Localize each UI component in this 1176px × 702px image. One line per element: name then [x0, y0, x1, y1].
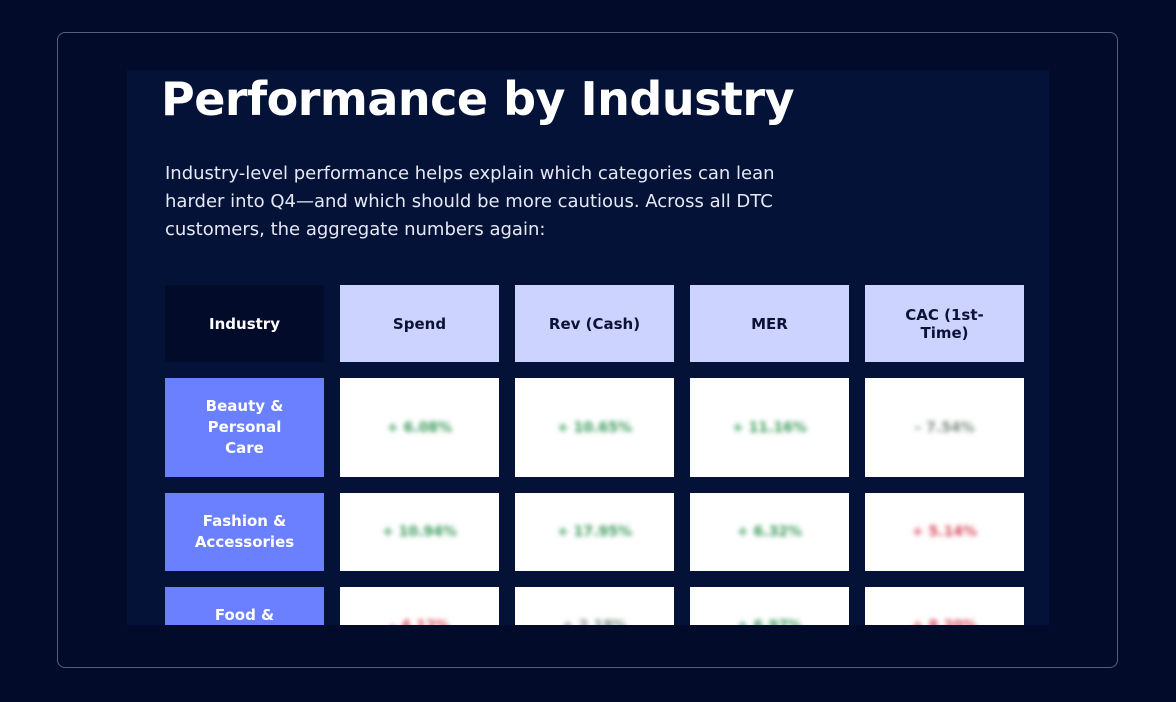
value-cell-text: + 10.94% [382, 524, 457, 540]
column-header: CAC (1st-Time) [865, 285, 1024, 362]
value-cell-text: + 6.08% [386, 419, 453, 436]
value-cell-text: + 11.16% [732, 419, 807, 436]
value-cell: + 6.32% [690, 493, 849, 571]
column-header-text: Spend [392, 314, 447, 333]
frame [57, 32, 1118, 668]
column-header-text: Industry [209, 314, 280, 333]
column-header-text: MER [751, 314, 788, 333]
value-cell: + 6.97% [690, 587, 849, 625]
value-cell: – 7.54% [865, 378, 1024, 477]
row-label-text: Food & Beverage [214, 606, 275, 624]
value-cell-text: – 7.54% [914, 419, 975, 436]
value-cell: + 5.14% [865, 493, 1024, 571]
value-cell-text: + 10.65% [557, 419, 632, 436]
intro: Industry-level performance helps explain… [165, 163, 775, 240]
value-cell: + 10.65% [515, 378, 674, 477]
panel: Performance by Industry Industry-level p… [127, 70, 1049, 625]
value-cell: – 4.12% [340, 587, 499, 625]
row-label: Food & Beverage [165, 587, 324, 625]
industry-table: Industry Spend Rev (Cash) MER CAC (1st-Time)… [165, 285, 1024, 625]
column-header-text: CAC (1st-Time) [905, 305, 984, 342]
column-header: MER [690, 285, 849, 362]
row-label: Fashion & Accessories [165, 493, 324, 571]
value-cell-text: – 4.12% [389, 618, 449, 625]
value-cell-text: + 6.97% [737, 618, 802, 625]
value-cell-text: + 5.14% [911, 524, 978, 540]
value-cell: + 11.16% [690, 378, 849, 477]
value-cell: + 10.94% [340, 493, 499, 571]
row-label-text: Beauty & Personal Care [205, 397, 284, 457]
value-cell: + 6.08% [340, 378, 499, 477]
value-cell: + 17.95% [515, 493, 674, 571]
value-cell: + 8.20% [865, 587, 1024, 625]
column-header: Industry [165, 285, 324, 362]
value-cell-text: + 17.95% [557, 524, 632, 540]
column-header: Spend [340, 285, 499, 362]
value-cell: + 2.18% [515, 587, 674, 625]
title: Performance by Industry [161, 72, 795, 126]
value-cell-text: + 6.32% [736, 524, 803, 540]
column-header-text: Rev (Cash) [548, 314, 641, 333]
value-cell-text: + 8.20% [912, 618, 977, 625]
row-label: Beauty & Personal Care [165, 378, 324, 477]
row-label-text: Fashion & Accessories [194, 512, 295, 551]
column-header: Rev (Cash) [515, 285, 674, 362]
value-cell-text: + 2.18% [562, 618, 627, 625]
